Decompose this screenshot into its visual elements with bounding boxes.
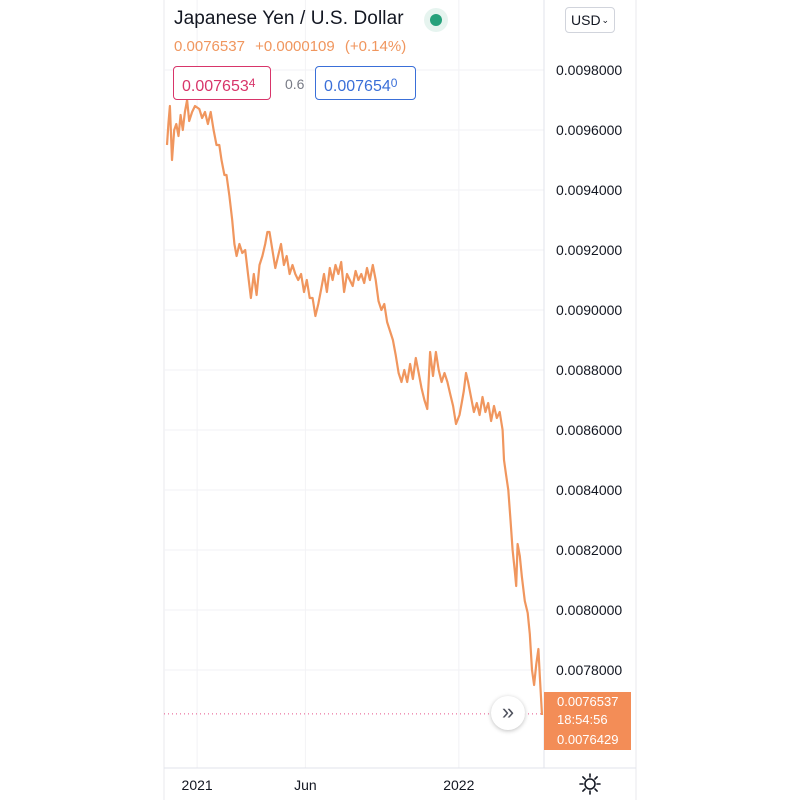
grid	[164, 0, 544, 768]
price-tick-label: 0.0088000	[556, 362, 622, 378]
market-status-icon[interactable]	[424, 8, 448, 32]
price-tick-label: 0.0094000	[556, 182, 622, 198]
change-percent: (+0.14%)	[344, 38, 407, 55]
sell-price: 0.007653	[182, 78, 249, 95]
last-price-label: 0.0076537 18:54:56	[544, 692, 631, 730]
chart-panel	[164, 0, 636, 800]
price-axis[interactable]: 0.0098000 0.0096000 0.0094000 0.0092000 0.00…	[556, 62, 622, 678]
time-axis[interactable]: 2021 Jun 2022	[182, 777, 475, 793]
buy-button[interactable]: 0.0076540	[315, 66, 416, 100]
price-tick-label: 0.0096000	[556, 122, 622, 138]
change-absolute: +0.0000109	[255, 38, 335, 55]
market-open-dot	[430, 14, 442, 26]
price-tick-label: 0.0084000	[556, 482, 622, 498]
buy-price: 0.007654	[324, 78, 391, 95]
price-tick-label: 0.0082000	[556, 542, 622, 558]
price-tick-label: 0.0086000	[556, 422, 622, 438]
chevron-down-icon: ⌄	[601, 15, 609, 25]
sell-button[interactable]: 0.0076534	[173, 66, 271, 100]
price-tick-label: 0.0098000	[556, 62, 622, 78]
last-price-tag-value: 0.0076537	[557, 694, 619, 709]
bar-countdown: 18:54:56	[557, 712, 608, 727]
spread-value: 0.6	[285, 76, 305, 92]
currency-select[interactable]: USD ⌄	[565, 7, 615, 33]
price-tick-label: 0.0078000	[556, 662, 622, 678]
time-tick-label: 2021	[182, 777, 213, 793]
sell-price-pip: 4	[248, 76, 256, 90]
time-tick-label: Jun	[294, 777, 317, 793]
scroll-to-realtime-button[interactable]: »	[491, 696, 525, 730]
price-tick-label: 0.0092000	[556, 242, 622, 258]
price-change-line: 0.0076537 +0.0000109 (+0.14%)	[174, 38, 412, 55]
chart-header: Japanese Yen / U.S. Dollar	[174, 8, 404, 30]
symbol-title[interactable]: Japanese Yen / U.S. Dollar	[174, 8, 404, 29]
currency-label: USD	[571, 12, 601, 28]
price-tick-label: 0.0090000	[556, 302, 622, 318]
low-price-label: 0.0076429	[544, 730, 631, 750]
settings-gear-icon[interactable]	[578, 772, 602, 796]
price-tick-label: 0.0080000	[556, 602, 622, 618]
last-price: 0.0076537	[174, 38, 245, 55]
double-chevron-right-icon: »	[501, 699, 515, 724]
price-series-line	[165, 98, 544, 716]
time-tick-label: 2022	[443, 777, 474, 793]
buy-price-pip: 0	[390, 76, 398, 90]
